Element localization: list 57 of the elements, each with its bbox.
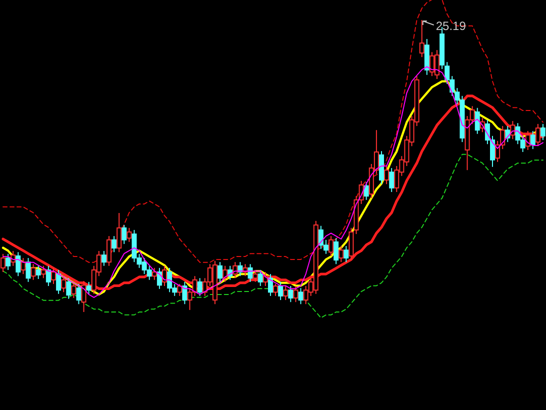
candlestick (152, 267, 157, 280)
candlestick (16, 252, 21, 277)
candlestick (328, 236, 334, 256)
candlestick (252, 269, 258, 282)
candlestick (30, 264, 36, 280)
candlestick (273, 283, 278, 296)
candlestick (218, 262, 223, 282)
candlestick (162, 265, 168, 287)
candlestick (419, 20, 424, 58)
candlestick (86, 281, 92, 294)
candlestick (20, 257, 26, 275)
candlestick (122, 224, 127, 244)
candlestick (283, 286, 288, 301)
candlestick (40, 265, 46, 279)
candlestick (50, 267, 56, 284)
candlestick (177, 283, 182, 296)
candlestick (116, 212, 122, 253)
candlestick (106, 236, 112, 266)
candlestick (76, 283, 82, 305)
candlestick (288, 286, 294, 303)
candlestick (61, 276, 66, 293)
candlestick (293, 286, 298, 303)
candlestick (278, 281, 284, 301)
candlestick (56, 269, 62, 294)
candlestick (0, 253, 6, 272)
candlestick (36, 265, 41, 280)
candlestick (248, 264, 253, 282)
candlestick (505, 125, 510, 143)
candlestick (535, 123, 540, 147)
candlestick (525, 130, 530, 150)
candlestick (66, 278, 72, 300)
candlestick (364, 182, 369, 200)
annotation: 25.19 (436, 19, 466, 33)
candlestick (510, 120, 516, 140)
candlestick (258, 269, 263, 287)
candlestick (156, 267, 162, 290)
candlestick (81, 280, 86, 312)
candlestick (298, 288, 304, 305)
candlestick (182, 281, 188, 305)
candlestick (46, 265, 51, 287)
candlestick (101, 250, 106, 266)
candlestick (348, 227, 354, 261)
candlestick (540, 123, 546, 141)
candlestick (71, 283, 76, 298)
candlestick (197, 278, 202, 296)
candlestick (126, 227, 132, 242)
candlestick (338, 246, 344, 263)
candlestick (344, 246, 349, 263)
candlestick (530, 130, 536, 150)
candlestick (384, 166, 390, 185)
candlestick (389, 168, 394, 192)
candlestick (334, 238, 339, 265)
candlestick (112, 236, 117, 253)
candlestick (26, 257, 31, 282)
candlestick (6, 253, 11, 270)
candlestick (268, 274, 273, 296)
candlestick (474, 107, 480, 134)
